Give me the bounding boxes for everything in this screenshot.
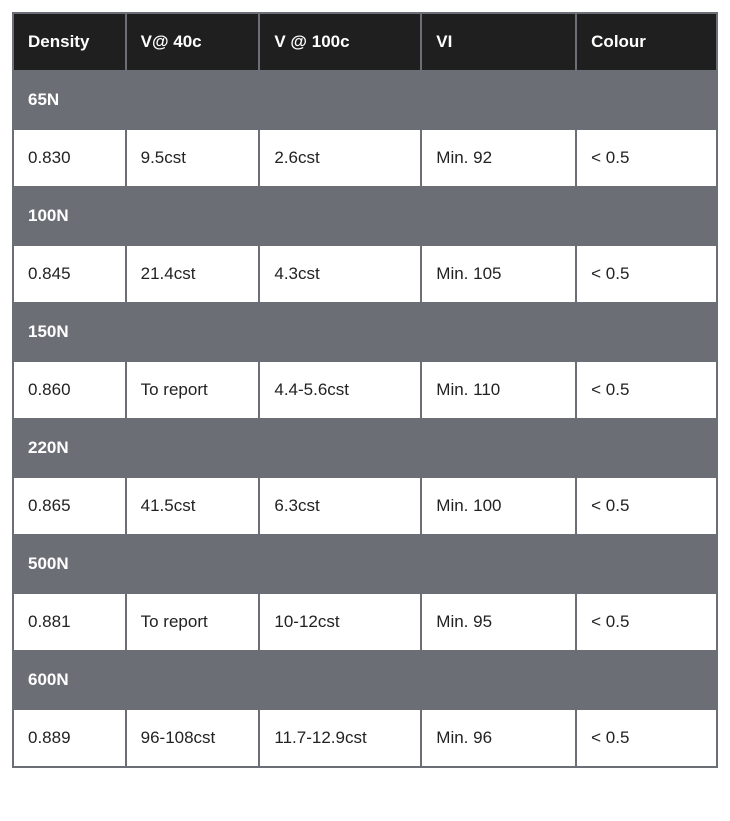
cell-vi: Min. 110 — [421, 361, 576, 419]
table-row: 0.881 To report 10-12cst Min. 95 < 0.5 — [13, 593, 717, 651]
table-row: 0.830 9.5cst 2.6cst Min. 92 < 0.5 — [13, 129, 717, 187]
group-label: 100N — [13, 187, 717, 245]
group-row: 500N — [13, 535, 717, 593]
spec-table: Density V@ 40c V @ 100c VI Colour 65N 0.… — [12, 12, 718, 768]
group-label: 500N — [13, 535, 717, 593]
cell-vi: Min. 92 — [421, 129, 576, 187]
cell-v40: 41.5cst — [126, 477, 260, 535]
cell-colour: < 0.5 — [576, 593, 717, 651]
cell-vi: Min. 100 — [421, 477, 576, 535]
group-row: 65N — [13, 71, 717, 129]
cell-colour: < 0.5 — [576, 361, 717, 419]
group-label: 600N — [13, 651, 717, 709]
cell-v100: 10-12cst — [259, 593, 421, 651]
cell-v100: 2.6cst — [259, 129, 421, 187]
col-v100: V @ 100c — [259, 13, 421, 71]
cell-vi: Min. 95 — [421, 593, 576, 651]
group-row: 600N — [13, 651, 717, 709]
group-row: 150N — [13, 303, 717, 361]
cell-colour: < 0.5 — [576, 129, 717, 187]
group-row: 220N — [13, 419, 717, 477]
table-body: 65N 0.830 9.5cst 2.6cst Min. 92 < 0.5 10… — [13, 71, 717, 767]
cell-colour: < 0.5 — [576, 245, 717, 303]
cell-density: 0.845 — [13, 245, 126, 303]
group-label: 65N — [13, 71, 717, 129]
col-colour: Colour — [576, 13, 717, 71]
cell-density: 0.860 — [13, 361, 126, 419]
cell-density: 0.889 — [13, 709, 126, 767]
cell-v40: 21.4cst — [126, 245, 260, 303]
cell-v100: 11.7-12.9cst — [259, 709, 421, 767]
table-row: 0.865 41.5cst 6.3cst Min. 100 < 0.5 — [13, 477, 717, 535]
group-label: 150N — [13, 303, 717, 361]
group-label: 220N — [13, 419, 717, 477]
cell-vi: Min. 96 — [421, 709, 576, 767]
table-row: 0.889 96-108cst 11.7-12.9cst Min. 96 < 0… — [13, 709, 717, 767]
cell-v40: 96-108cst — [126, 709, 260, 767]
cell-v40: To report — [126, 361, 260, 419]
cell-colour: < 0.5 — [576, 709, 717, 767]
table-row: 0.845 21.4cst 4.3cst Min. 105 < 0.5 — [13, 245, 717, 303]
col-vi: VI — [421, 13, 576, 71]
col-density: Density — [13, 13, 126, 71]
cell-density: 0.865 — [13, 477, 126, 535]
table-row: 0.860 To report 4.4-5.6cst Min. 110 < 0.… — [13, 361, 717, 419]
cell-v100: 4.3cst — [259, 245, 421, 303]
cell-vi: Min. 105 — [421, 245, 576, 303]
cell-density: 0.830 — [13, 129, 126, 187]
col-v40: V@ 40c — [126, 13, 260, 71]
cell-colour: < 0.5 — [576, 477, 717, 535]
cell-v40: To report — [126, 593, 260, 651]
group-row: 100N — [13, 187, 717, 245]
header-row: Density V@ 40c V @ 100c VI Colour — [13, 13, 717, 71]
cell-v40: 9.5cst — [126, 129, 260, 187]
cell-density: 0.881 — [13, 593, 126, 651]
cell-v100: 4.4-5.6cst — [259, 361, 421, 419]
cell-v100: 6.3cst — [259, 477, 421, 535]
